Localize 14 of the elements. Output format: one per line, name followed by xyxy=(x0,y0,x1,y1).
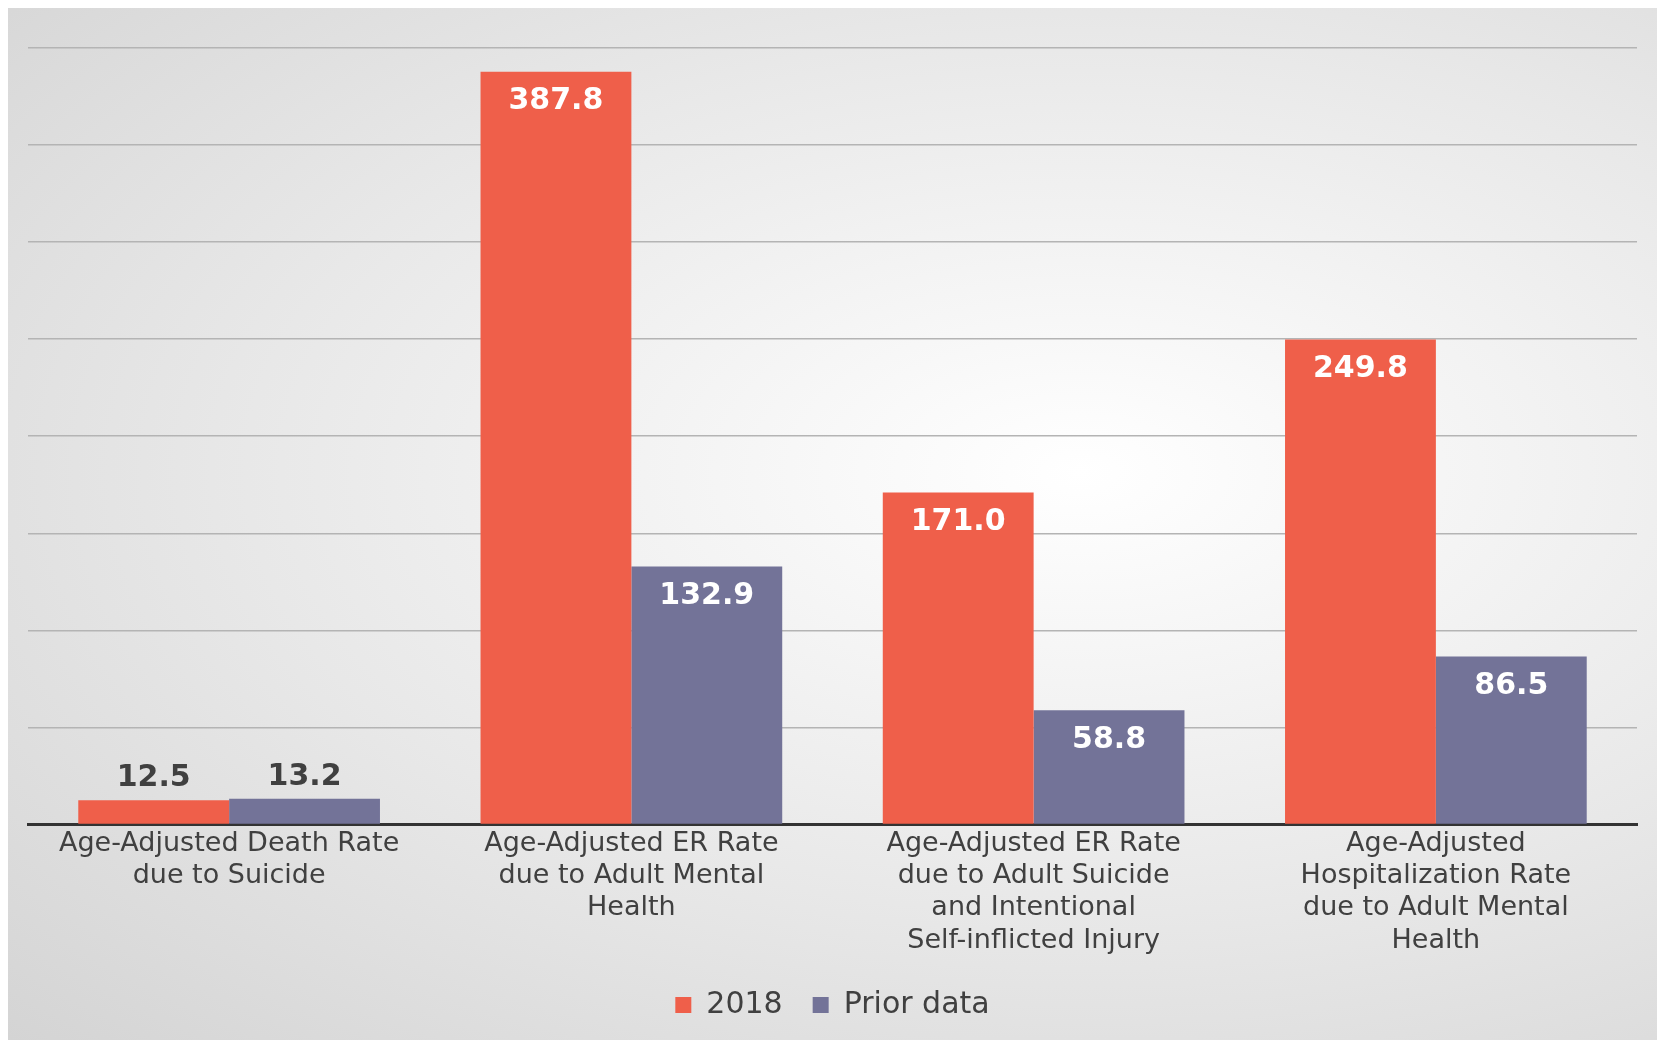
data-label: 12.5 xyxy=(116,757,191,793)
data-label: 13.2 xyxy=(267,756,342,792)
data-label: 387.8 xyxy=(508,81,604,117)
legend-label: Prior data xyxy=(843,984,990,1020)
data-label: 249.8 xyxy=(1313,349,1408,385)
data-label: 86.5 xyxy=(1474,666,1549,702)
x-tick-label: Age-Adjusted ER Rate due to Adult Suicide and Intentional Self-inflicted Injury xyxy=(886,825,1181,954)
data-label: 58.8 xyxy=(1072,720,1147,756)
legend-label: 2018 xyxy=(706,984,783,1020)
x-tick-label: Age-Adjusted ER Rate due to Adult Mental Health xyxy=(484,825,779,922)
x-tick-label: Age-Adjusted Death Rate due to Suicide xyxy=(59,825,400,890)
x-tick-label: Age-Adjusted Hospitalization Rate due to Adult Mental Health xyxy=(1300,825,1572,954)
data-label: 171.0 xyxy=(910,502,1006,538)
data-label: 132.9 xyxy=(659,576,755,612)
